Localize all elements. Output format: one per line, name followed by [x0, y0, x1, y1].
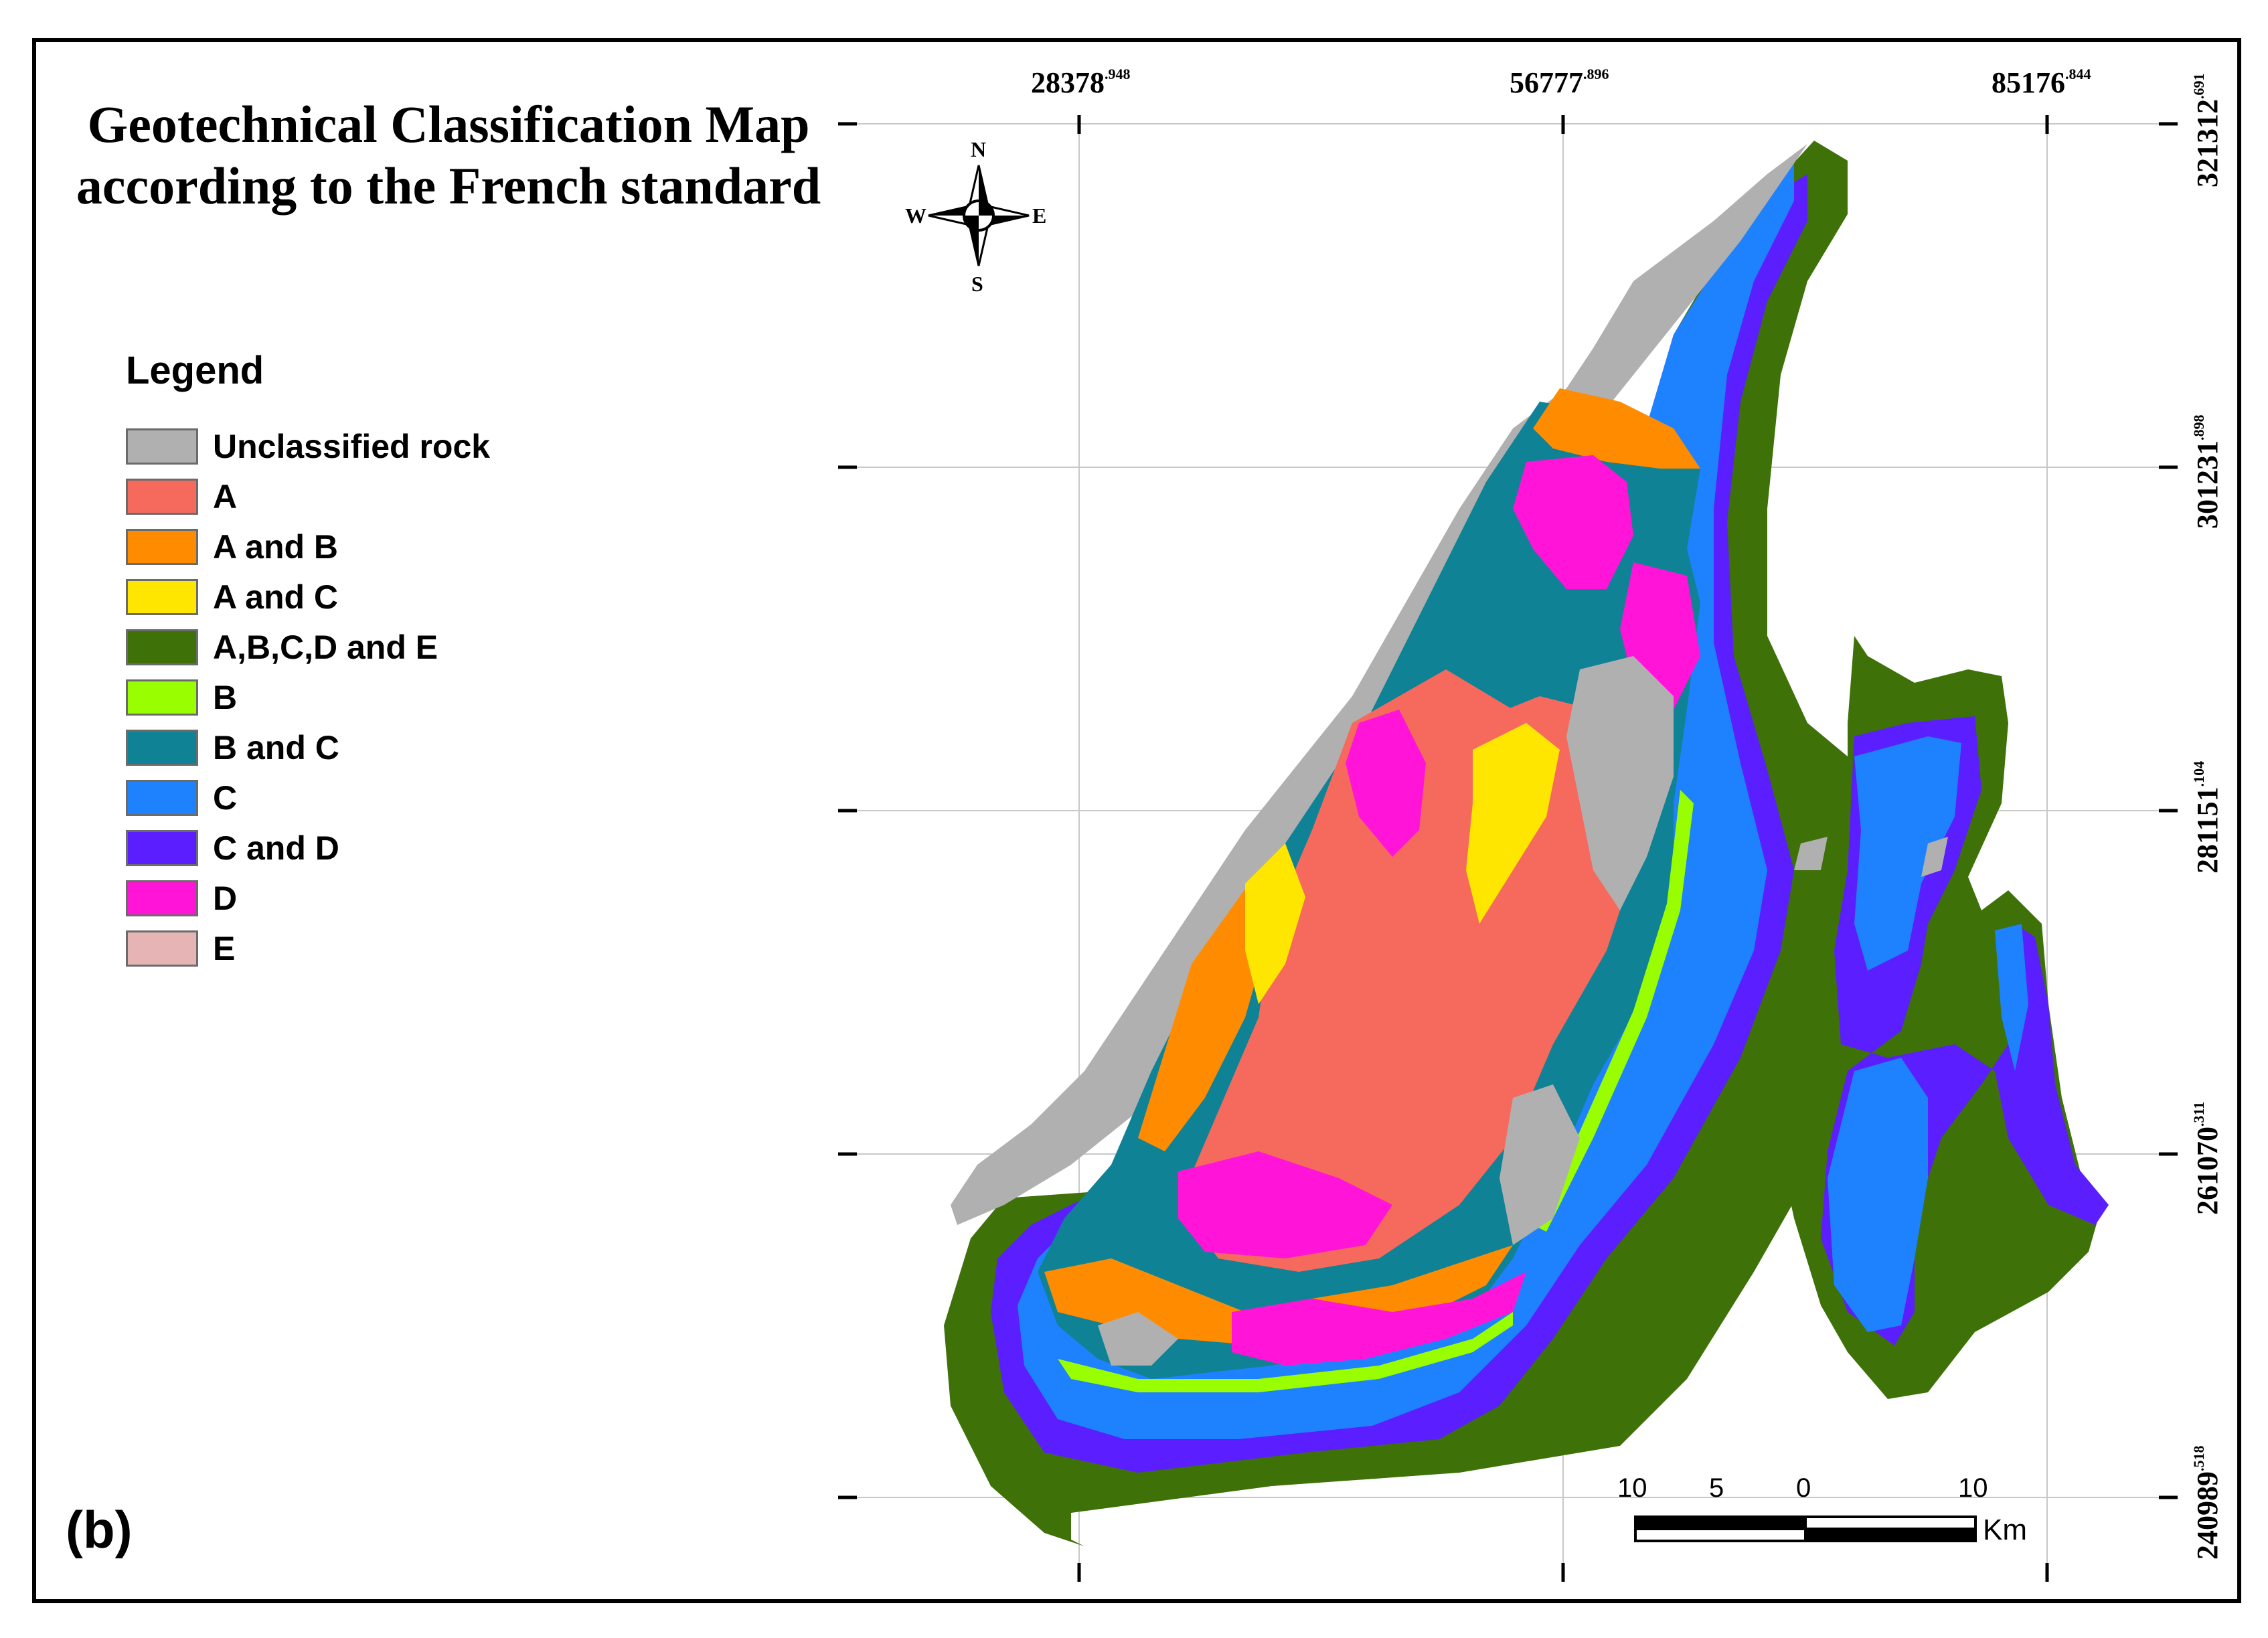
legend-swatch: [126, 729, 198, 766]
region-a-and-c-west: [1245, 843, 1305, 1004]
region-b-south-strip: [1058, 1312, 1513, 1392]
legend-label: E: [213, 929, 236, 967]
scale-label-2: 5: [1709, 1473, 1724, 1503]
x-label-3: 85176.844: [1992, 66, 2091, 99]
legend-swatch: [126, 779, 198, 816]
y-axis-labels: 321312.691 301231.898 281151.104 261070.…: [2190, 74, 2224, 1560]
region-unclassified-patch-5: [1794, 837, 1828, 870]
region-c-east-3: [1995, 924, 2028, 1071]
legend-label: A: [213, 477, 238, 515]
region-c-east-1: [1854, 736, 1961, 971]
compass-east-shade: [988, 216, 1029, 225]
axis-ticks: [838, 115, 2178, 1582]
scale-bar-segment-2: [1634, 1528, 1807, 1542]
legend-item: C and D: [126, 823, 490, 873]
legend-item: A,B,C,D and E: [126, 622, 490, 672]
compass-label-e: E: [1032, 203, 1046, 228]
x-axis-labels: 28378.948 56777.896 85176.844: [1031, 66, 2091, 99]
legend-label: D: [213, 879, 238, 917]
legend-items: Unclassified rock A A and B A and C A,B,C,D …: [126, 421, 490, 973]
region-unclassified-patch-3: [1098, 1312, 1178, 1366]
legend-item: Unclassified rock: [126, 421, 490, 471]
legend-label: C and D: [213, 829, 339, 867]
legend-swatch: [126, 829, 198, 866]
scale-bar-outline: [1634, 1516, 1977, 1542]
compass-rose-icon: N S E W: [905, 137, 1046, 296]
legend-swatch: [126, 428, 198, 465]
scale-label-4: 10: [1958, 1473, 1988, 1503]
legend-item: D: [126, 873, 490, 923]
region-unclassified-patch-1: [1566, 656, 1674, 910]
compass-west-shade: [928, 206, 969, 216]
compass-center-quadrant-1: [979, 201, 993, 216]
scale-label-1: 10: [1617, 1473, 1647, 1503]
y-label-1: 321312.691: [2190, 74, 2224, 188]
legend-swatch: [126, 629, 198, 665]
legend-item: A and C: [126, 572, 490, 622]
y-label-4: 261070.311: [2190, 1102, 2224, 1215]
scale-label-3: 0: [1796, 1473, 1811, 1503]
compass-label-w: W: [905, 203, 926, 228]
map-title: Geotechnical Classification Map accordin…: [47, 94, 850, 217]
legend-swatch: [126, 880, 198, 916]
legend-label: B: [213, 678, 238, 716]
y-label-5: 240989.518: [2190, 1446, 2224, 1560]
x-label-2: 56777.896: [1510, 66, 1609, 99]
title-line-2: according to the French standard: [76, 157, 821, 215]
legend-item: A: [126, 471, 490, 521]
legend: Legend Unclassified rock A A and B A and C A…: [126, 348, 490, 973]
region-unclassified-patch-4: [1921, 837, 1948, 877]
legend-swatch: [126, 478, 198, 515]
region-d-south: [1178, 1151, 1392, 1258]
legend-swatch: [126, 528, 198, 565]
legend-item: B: [126, 672, 490, 722]
legend-item: E: [126, 923, 490, 973]
region-b-east-strip: [1533, 790, 1694, 1232]
legend-label: C: [213, 779, 238, 817]
legend-swatch: [126, 679, 198, 716]
legend-label: A and B: [213, 527, 339, 566]
region-a-and-b-north: [1533, 388, 1700, 469]
legend-label: Unclassified rock: [213, 427, 491, 465]
scale-bar-segment-1: [1635, 1517, 1805, 1529]
region-unclassified-patch-2: [1500, 1084, 1580, 1245]
legend-label: B and C: [213, 728, 339, 766]
title-line-1: Geotechnical Classification Map: [87, 95, 810, 153]
y-label-3: 281151.104: [2190, 761, 2224, 874]
legend-swatch: [126, 930, 198, 967]
region-d-southeast: [1232, 1272, 1526, 1366]
map-regions: [944, 141, 2109, 1546]
scale-bar-segment-4: [1805, 1529, 1975, 1541]
compass-south-shade: [969, 225, 979, 266]
panel-label: (b): [66, 1500, 133, 1559]
legend-label: A,B,C,D and E: [213, 628, 438, 666]
compass-north-shade: [979, 165, 988, 206]
region-a-and-b-west: [1138, 870, 1272, 1151]
region-c-east-2: [1828, 1058, 1928, 1332]
legend-item: C: [126, 772, 490, 823]
scale-bar-segment-3: [1804, 1516, 1977, 1530]
region-a-and-c-center: [1466, 723, 1560, 924]
compass-label-s: S: [971, 272, 983, 296]
x-label-1: 28378.948: [1031, 66, 1131, 99]
compass-center-quadrant-2: [964, 216, 979, 230]
compass-label-n: N: [971, 137, 986, 161]
y-label-2: 301231.898: [2190, 415, 2224, 529]
legend-swatch: [126, 578, 198, 615]
legend-title: Legend: [126, 349, 264, 392]
scale-bar: 10 5 0 10 Km: [1617, 1473, 2027, 1546]
legend-item: A and B: [126, 521, 490, 572]
region-d-west: [1346, 710, 1426, 857]
region-d-north: [1513, 455, 1633, 589]
scale-unit: Km: [1983, 1513, 2027, 1546]
legend-item: B and C: [126, 722, 490, 772]
legend-label: A and C: [213, 578, 339, 616]
